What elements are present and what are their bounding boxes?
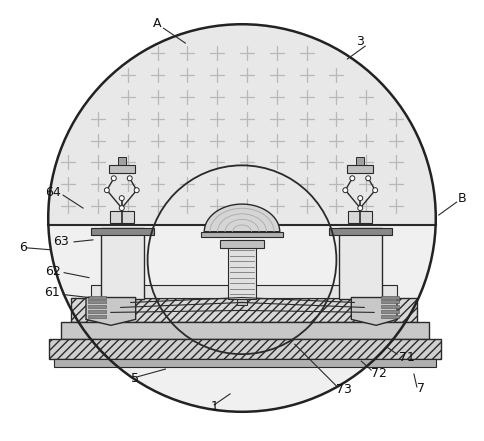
- Bar: [88, 315, 106, 318]
- Text: 7: 7: [416, 382, 424, 396]
- Text: 72: 72: [370, 366, 386, 380]
- Bar: [380, 315, 398, 318]
- Bar: [356, 157, 363, 165]
- Bar: [91, 284, 396, 298]
- Circle shape: [342, 188, 347, 193]
- Polygon shape: [48, 225, 435, 412]
- Circle shape: [357, 206, 362, 210]
- Circle shape: [365, 176, 370, 181]
- Polygon shape: [350, 298, 396, 325]
- Polygon shape: [204, 204, 279, 232]
- Circle shape: [119, 196, 124, 201]
- Text: 5: 5: [131, 373, 138, 385]
- Circle shape: [104, 188, 109, 193]
- Circle shape: [111, 176, 116, 181]
- Text: 63: 63: [53, 235, 69, 248]
- Bar: [201, 232, 282, 237]
- Bar: [380, 310, 398, 314]
- Bar: [347, 165, 372, 173]
- Bar: [329, 228, 391, 235]
- Text: 6: 6: [19, 241, 27, 254]
- Bar: [101, 228, 143, 299]
- Circle shape: [372, 188, 377, 193]
- Bar: [91, 228, 153, 235]
- Text: 3: 3: [356, 35, 363, 48]
- Bar: [71, 298, 416, 322]
- Bar: [380, 300, 398, 303]
- Circle shape: [357, 196, 362, 201]
- Bar: [380, 295, 398, 299]
- Text: A: A: [152, 17, 161, 30]
- Circle shape: [127, 176, 132, 181]
- Circle shape: [48, 24, 435, 412]
- Text: 64: 64: [45, 186, 61, 199]
- Bar: [88, 300, 106, 303]
- Bar: [380, 306, 398, 308]
- Bar: [61, 322, 428, 339]
- Text: B: B: [457, 192, 465, 205]
- Bar: [108, 165, 135, 173]
- Text: 61: 61: [44, 286, 60, 299]
- Bar: [88, 310, 106, 314]
- Bar: [88, 295, 106, 299]
- Circle shape: [134, 188, 139, 193]
- Bar: [49, 339, 440, 359]
- Bar: [339, 228, 381, 299]
- Bar: [237, 299, 246, 306]
- Text: 73: 73: [336, 383, 351, 396]
- Bar: [118, 157, 125, 165]
- Polygon shape: [48, 24, 435, 225]
- Text: 1: 1: [210, 400, 218, 413]
- Bar: [227, 240, 256, 299]
- Text: 71: 71: [398, 351, 414, 364]
- Polygon shape: [86, 298, 136, 325]
- Bar: [348, 211, 371, 223]
- Bar: [109, 211, 134, 223]
- Bar: [220, 240, 263, 248]
- Circle shape: [349, 176, 354, 181]
- Circle shape: [119, 206, 124, 210]
- Bar: [88, 306, 106, 308]
- Text: 62: 62: [45, 265, 61, 278]
- Bar: [54, 359, 435, 367]
